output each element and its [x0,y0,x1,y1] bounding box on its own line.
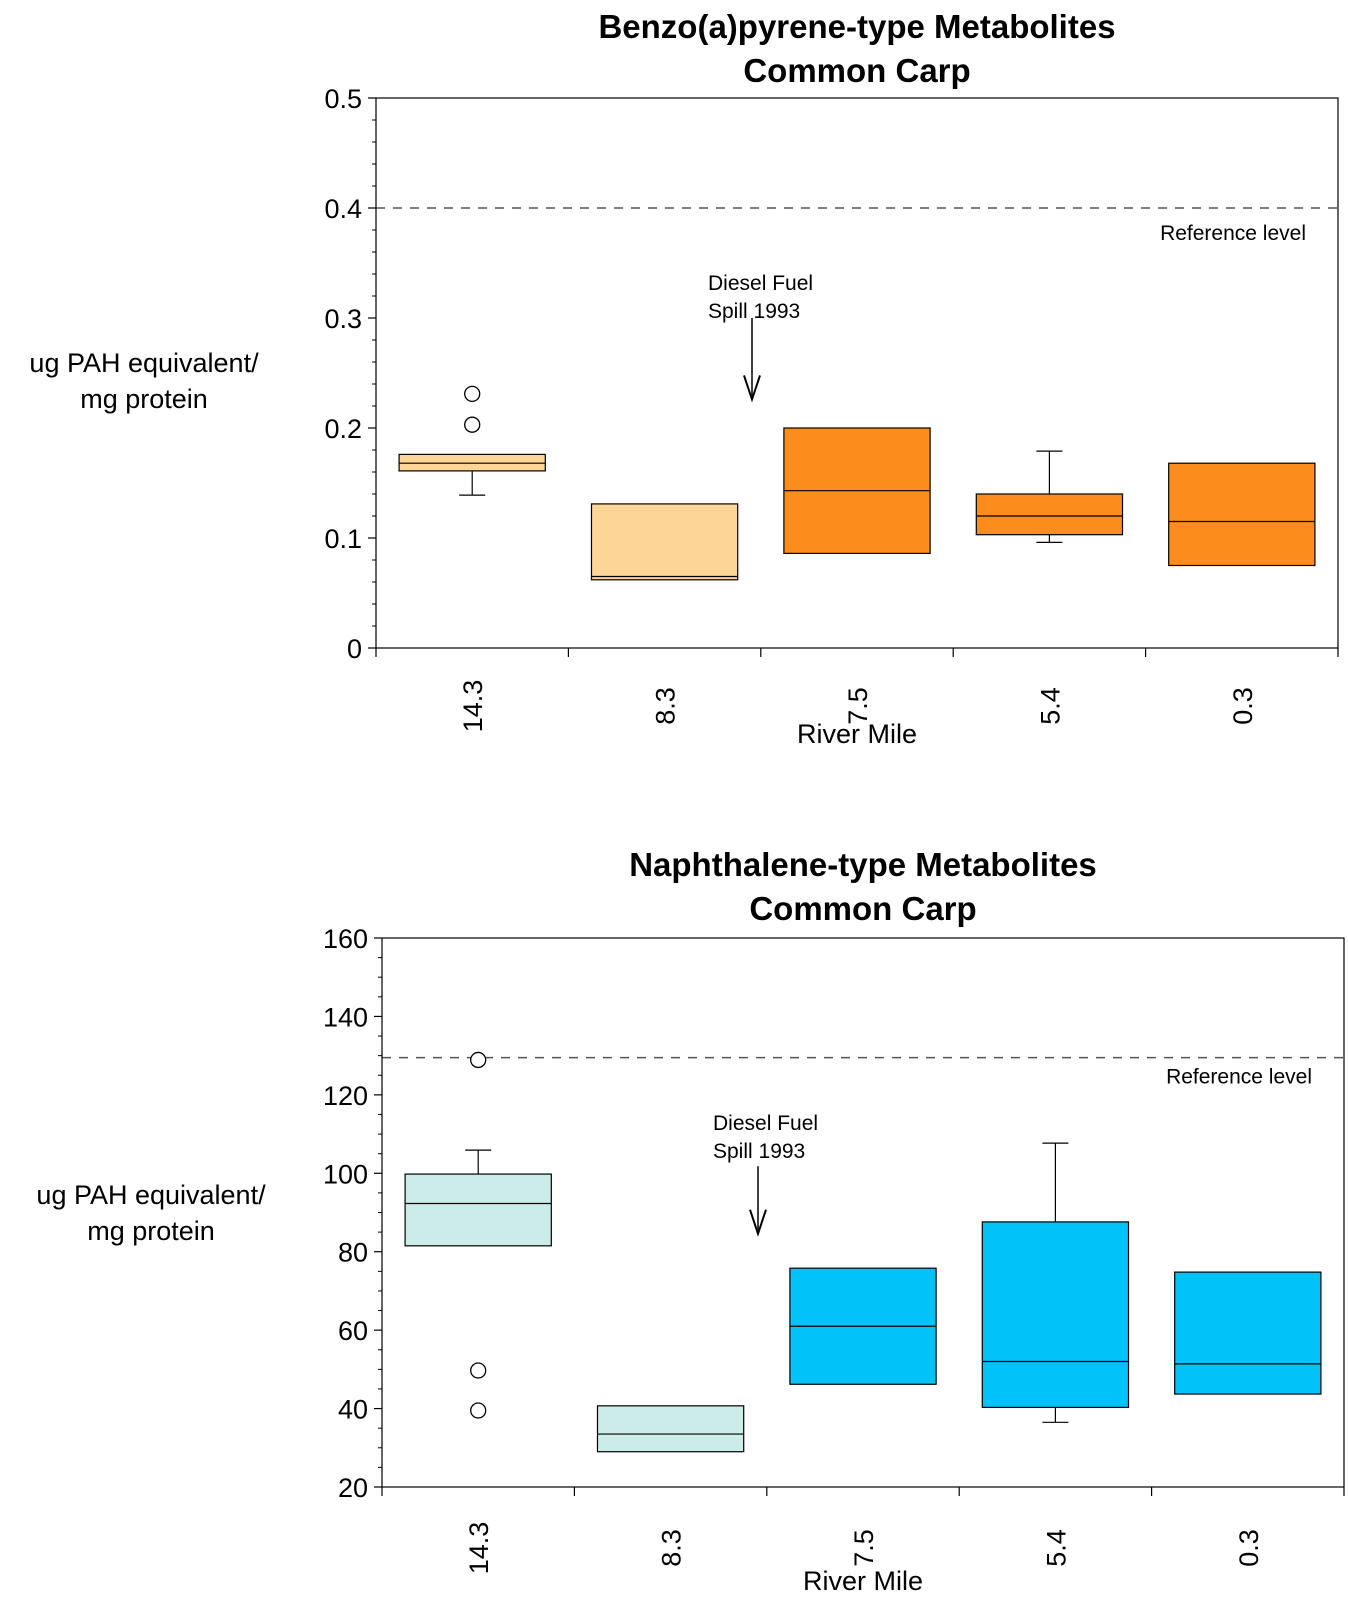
box-8-3 [596,1405,745,1453]
plot-frame [375,97,1339,649]
box-0-3 [1174,1271,1322,1395]
y-axis-label: mg protein [80,384,208,414]
outlier-point [470,1362,487,1379]
box-8-3 [590,503,739,581]
x-tick-label: 14.3 [464,1522,494,1575]
spill-annotation-line: Diesel Fuel [708,272,813,295]
spill-annotation-line: Spill 1993 [708,300,800,323]
x-tick-label: 7.5 [843,687,873,725]
y-tick-label: 0.1 [324,524,362,554]
x-axis-label: River Mile [797,719,917,749]
x-tick-label: 8.3 [651,687,681,725]
spill-arrow-head [743,375,761,403]
box-iqr [981,1221,1130,1408]
box-7-5 [789,1267,937,1385]
x-tick-label: 0.3 [1228,687,1258,725]
chart-title-line: Naphthalene-type Metabolites [629,846,1097,883]
y-tick-label: 160 [323,924,368,954]
chart-2: Naphthalene-type Metabolites Common Carp u… [36,846,1345,1596]
spill-annotation-line: Spill 1993 [713,1140,805,1163]
chart-title-line: Common Carp [749,890,976,927]
chart-title-line: Benzo(a)pyrene-type Metabolites [598,8,1115,45]
chart-1: Benzo(a)pyrene-type Metabolites Common Ca… [29,8,1339,749]
y-axis-label: ug PAH equivalent/ [36,1180,266,1210]
y-tick-label: 100 [323,1159,368,1189]
y-tick-label: 140 [323,1002,368,1032]
outlier-point [470,1402,487,1419]
y-tick-label: 60 [338,1316,368,1346]
y-tick-label: 0.3 [324,304,362,334]
outlier-point [464,385,481,403]
y-tick-label: 20 [338,1473,368,1503]
box-14-3 [398,385,546,496]
y-tick-label: 0.2 [324,414,362,444]
outlier-point [464,416,481,433]
reference-level-label: Reference level [1166,1066,1312,1089]
box-iqr [404,1173,552,1247]
box-iqr [1174,1271,1322,1395]
spill-annotation-line: Diesel Fuel [713,1112,818,1135]
box-iqr [975,493,1124,536]
box-5-4 [981,1142,1130,1423]
y-tick-label: 0.4 [324,194,362,224]
spill-arrow-head [749,1209,767,1237]
x-tick-label: 5.4 [1041,1529,1071,1567]
box-14-3 [404,1051,552,1419]
x-tick-label: 0.3 [1234,1529,1264,1567]
y-tick-label: 80 [338,1238,368,1268]
box-7-5 [783,427,931,555]
box-iqr [590,503,739,581]
x-tick-label: 8.3 [657,1529,687,1567]
y-tick-label: 0 [347,634,362,664]
chart-title-line: Common Carp [743,52,970,89]
y-tick-label: 120 [323,1081,368,1111]
y-axis-label: mg protein [87,1216,215,1246]
box-0-3 [1168,462,1316,567]
y-axis-label: ug PAH equivalent/ [29,348,259,378]
box-iqr [1168,462,1316,567]
y-tick-label: 0.5 [324,84,362,114]
y-tick-label: 40 [338,1395,368,1425]
x-tick-label: 5.4 [1035,687,1065,725]
x-axis-label: River Mile [803,1566,923,1596]
box-5-4 [975,450,1124,544]
x-tick-label: 7.5 [849,1529,879,1567]
x-tick-label: 14.3 [458,680,488,733]
outlier-point [470,1051,487,1069]
reference-level-label: Reference level [1160,222,1306,245]
box-iqr [596,1405,745,1453]
